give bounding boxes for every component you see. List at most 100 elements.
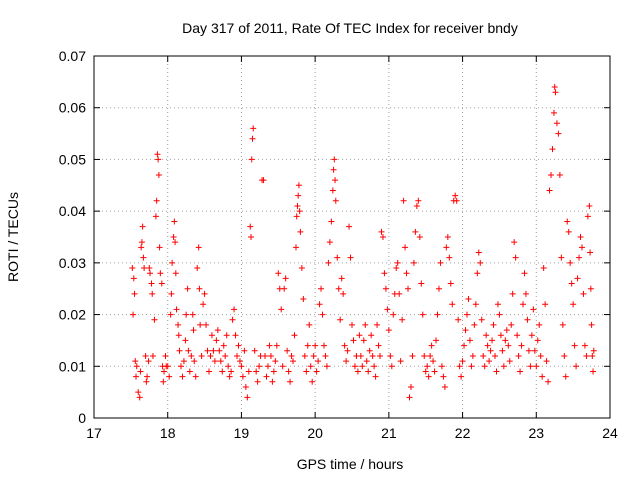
data-point — [580, 290, 587, 297]
data-point — [307, 363, 314, 370]
data-point — [527, 363, 534, 370]
data-point — [453, 197, 460, 204]
data-point — [319, 311, 326, 318]
data-point — [400, 197, 407, 204]
data-point — [244, 394, 251, 401]
data-point — [465, 296, 472, 303]
data-point — [296, 208, 303, 215]
data-point — [570, 301, 577, 308]
data-point — [135, 389, 142, 396]
data-point — [145, 358, 152, 365]
data-point — [406, 394, 413, 401]
data-point — [452, 192, 459, 199]
data-point — [182, 337, 189, 344]
data-point — [241, 347, 248, 354]
data-point — [384, 306, 391, 313]
data-point — [185, 347, 192, 354]
data-point — [198, 352, 205, 359]
data-point — [496, 311, 503, 318]
data-point — [330, 166, 337, 173]
data-point — [168, 290, 175, 297]
data-point — [456, 363, 463, 370]
data-point — [534, 337, 541, 344]
data-point — [390, 311, 397, 318]
x-tick-label: 20 — [307, 425, 323, 441]
data-point — [210, 347, 217, 354]
data-point — [270, 368, 277, 375]
data-point — [140, 254, 147, 261]
data-point — [528, 332, 535, 339]
data-point — [468, 363, 475, 370]
data-point — [415, 197, 422, 204]
data-point — [441, 383, 448, 390]
data-point — [278, 306, 285, 313]
data-point — [410, 259, 417, 266]
data-point — [287, 378, 294, 385]
data-point — [424, 363, 431, 370]
data-point — [440, 373, 447, 380]
data-point — [551, 84, 558, 91]
grid-lines — [94, 56, 610, 418]
data-point — [564, 218, 571, 225]
data-point — [217, 358, 224, 365]
data-point — [509, 290, 516, 297]
data-point — [132, 358, 139, 365]
data-point — [133, 373, 140, 380]
data-point — [197, 321, 204, 328]
data-point — [318, 285, 325, 292]
data-point — [263, 373, 270, 380]
data-point — [553, 120, 560, 127]
data-point — [183, 311, 190, 318]
data-point — [309, 378, 316, 385]
data-point — [166, 373, 173, 380]
data-point — [573, 363, 580, 370]
data-point — [590, 368, 597, 375]
data-point — [375, 342, 382, 349]
data-point — [322, 352, 329, 359]
data-point — [295, 182, 302, 189]
data-point — [195, 244, 202, 251]
plot-frame — [93, 55, 611, 419]
data-point — [505, 342, 512, 349]
data-point — [288, 352, 295, 359]
y-tick-label: 0.02 — [59, 307, 86, 323]
data-point — [290, 358, 297, 365]
x-tick-label: 18 — [160, 425, 176, 441]
data-point — [365, 368, 372, 375]
data-point — [548, 171, 555, 178]
data-point — [402, 244, 409, 251]
y-tick-label: 0.05 — [59, 151, 86, 167]
data-point — [190, 327, 197, 334]
data-point — [285, 368, 292, 375]
data-point — [162, 352, 169, 359]
data-point — [139, 223, 146, 230]
data-point — [518, 342, 525, 349]
data-point — [192, 373, 199, 380]
y-axis-label: ROTI / TECUs — [5, 192, 21, 282]
data-point — [196, 285, 203, 292]
data-point — [304, 342, 311, 349]
data-point — [469, 352, 476, 359]
data-point — [550, 109, 557, 116]
data-point — [152, 213, 159, 220]
data-point — [524, 316, 531, 323]
data-point — [157, 270, 164, 277]
data-point — [478, 316, 485, 323]
data-point — [313, 368, 320, 375]
data-point — [455, 316, 462, 323]
data-point — [225, 363, 232, 370]
data-point — [300, 296, 307, 303]
data-point — [497, 332, 504, 339]
data-point — [449, 301, 456, 308]
data-point — [249, 135, 256, 142]
data-point — [301, 352, 308, 359]
data-point — [492, 352, 499, 359]
data-point — [325, 259, 332, 266]
data-point — [189, 311, 196, 318]
data-point — [522, 290, 529, 297]
data-point — [514, 332, 521, 339]
data-point — [480, 352, 487, 359]
data-point — [326, 239, 333, 246]
